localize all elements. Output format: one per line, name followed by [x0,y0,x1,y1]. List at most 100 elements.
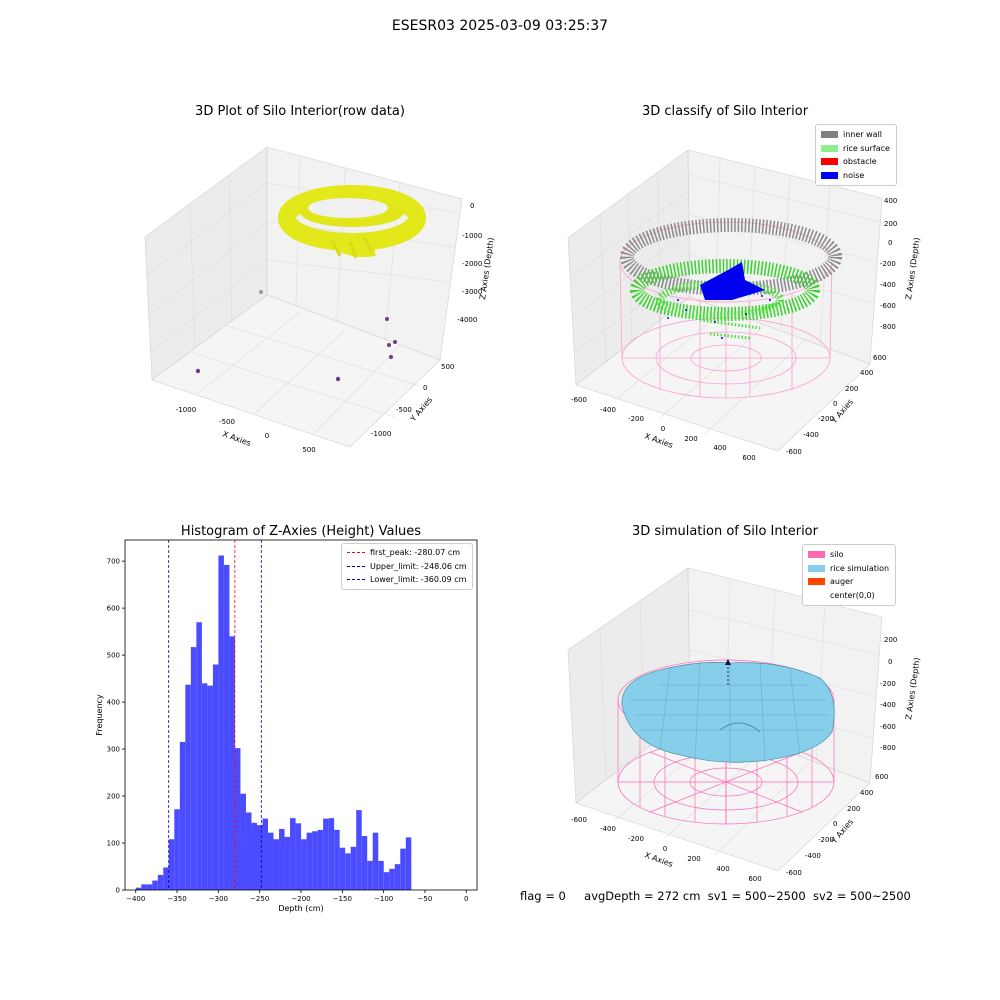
svg-text:0: 0 [661,425,665,433]
svg-text:0: 0 [888,239,892,247]
panel2-z-label: Z Axies (Depth) [904,237,922,300]
histogram-bar [279,828,285,890]
y-tick-label: 700 [107,558,120,566]
x-tick-label: −100 [374,895,393,903]
legend-item: silo [808,548,889,562]
legend-item: rice simulation [808,562,889,576]
legend-swatch-center [808,592,825,599]
legend-swatch-silo [808,551,825,559]
panel1-title: 3D Plot of Silo Interior(row data) [195,104,405,119]
histogram-y-label: Frequency [95,694,104,736]
x-tick-label: −250 [250,895,269,903]
svg-text:-600: -600 [786,869,802,877]
histogram-bar [234,748,241,890]
histogram-bar [174,809,180,890]
svg-text:600: 600 [742,454,755,462]
svg-text:-400: -400 [880,281,896,289]
status-sv1: sv1 = 500~2500 [707,889,806,903]
histogram-bar [334,829,340,890]
svg-text:200: 200 [687,855,700,863]
svg-text:-400: -400 [805,852,821,860]
silo-wireframe [619,221,833,399]
svg-text:0: 0 [423,384,427,392]
histogram-bar [240,793,246,890]
svg-text:200: 200 [884,636,897,644]
svg-text:-600: -600 [786,448,802,456]
svg-text:-200: -200 [628,835,644,843]
svg-text:-200: -200 [628,415,644,423]
histogram-bar [146,884,153,890]
svg-text:-200: -200 [818,836,834,844]
x-tick-label: −150 [333,895,352,903]
svg-text:200: 200 [884,220,897,228]
histogram-bar [207,685,213,890]
panel4-z-label: Z Axies (Depth) [904,657,922,720]
histogram-x-label: Depth (cm) [278,904,323,913]
svg-text:-400: -400 [880,701,896,709]
svg-text:600: 600 [748,875,761,883]
histogram-bar [350,846,357,890]
panel2-title: 3D classify of Silo Interior [641,104,809,119]
y-tick-label: 200 [107,793,120,801]
histogram-bar [306,832,313,890]
histogram-bar [345,853,351,890]
histogram-bar [163,867,169,890]
histogram-bar [372,832,379,890]
svg-text:0: 0 [470,202,474,210]
legend-item: center(0,0) [808,589,889,603]
legend-line-first-peak [347,552,365,554]
status-flag: flag = 0 [520,889,566,903]
svg-text:-800: -800 [880,323,896,331]
legend-swatch-noise [821,171,838,179]
histogram-bar [295,823,302,890]
panel4-title: 3D simulation of Silo Interior [632,524,818,539]
y-tick-label: 600 [107,605,120,613]
histogram-bar [290,818,296,890]
svg-text:-200: -200 [880,260,896,268]
svg-text:-400: -400 [600,406,616,414]
histogram-bar [317,829,324,890]
histogram-bar [223,564,230,890]
histogram-bar [190,647,197,890]
svg-text:600: 600 [875,773,888,781]
histogram-bar [312,831,318,890]
svg-text:0: 0 [833,400,837,408]
histogram-bar [179,742,186,890]
svg-text:0: 0 [663,845,667,853]
svg-text:0: 0 [833,820,837,828]
svg-text:-600: -600 [880,723,896,731]
panel4-x-ticks: -600 -400 -200 0 200 400 600 [571,816,762,883]
legend-item: obstacle [821,155,890,169]
svg-text:500: 500 [302,446,315,454]
legend-swatch-obstacle [821,158,838,166]
svg-text:-500: -500 [219,418,235,426]
legend-item: noise [821,169,890,183]
histogram-bar [356,810,362,890]
panel2-z-ticks: 400 200 0 -200 -400 -600 -800 [880,197,897,331]
svg-text:-200: -200 [880,680,896,688]
svg-text:-600: -600 [571,816,587,824]
panel2-x-label: X Axies [643,431,674,450]
histogram-bar [262,818,269,890]
histogram-bar [400,848,406,890]
status-line: flag = 0 avgDepth = 272 cm sv1 = 500~250… [520,889,911,903]
noise-points [667,262,771,339]
histogram-bar [301,839,307,890]
legend-swatch-inner-wall [821,131,838,139]
auger-marker [725,659,731,685]
figure-title: ESESR03 2025-03-09 03:25:37 [391,18,609,34]
panel3-title: Histogram of Z-Axies (Height) Values [180,524,422,539]
svg-text:400: 400 [860,789,873,797]
svg-text:200: 200 [845,385,858,393]
histogram-bar [152,880,158,890]
x-tick-label: −300 [209,895,228,903]
histogram-bar [339,847,346,890]
rice-simulation-surface [621,661,835,766]
panel1-3d-plot: -1000 -500 0 500 X Axies 500 0 -500 -100… [144,146,496,454]
svg-text:-600: -600 [571,396,587,404]
histogram-bar [284,836,291,890]
svg-text:-1000: -1000 [176,406,196,414]
histogram-bar [394,864,401,890]
histogram-bar [201,683,208,890]
x-tick-label: −350 [167,895,186,903]
